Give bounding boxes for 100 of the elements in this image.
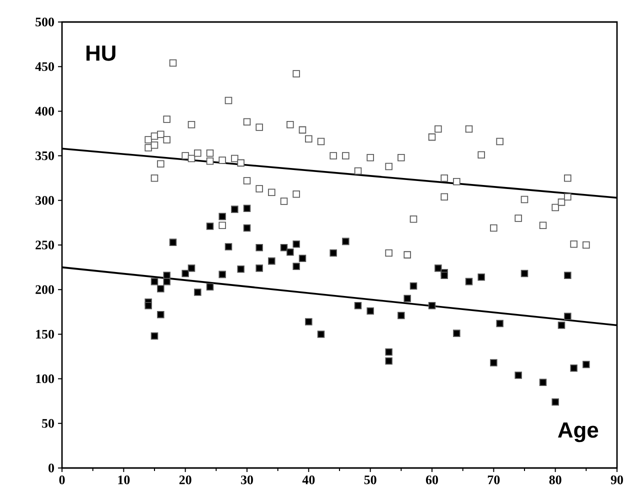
point — [231, 154, 238, 162]
point — [292, 70, 300, 78]
point — [218, 222, 226, 230]
point — [144, 302, 152, 310]
y-tick-label: 200 — [36, 285, 54, 294]
point — [163, 272, 170, 279]
y-tick-label: 500 — [36, 18, 54, 26]
point — [163, 136, 170, 144]
point — [385, 249, 392, 257]
point — [342, 152, 350, 160]
x-tick-label: 20 — [179, 476, 192, 484]
y-tick-label: 250 — [36, 240, 54, 250]
point — [206, 158, 214, 165]
point — [496, 320, 504, 328]
point — [194, 149, 202, 157]
point — [564, 272, 572, 279]
point — [169, 238, 177, 246]
x-tick-label: 60 — [426, 476, 438, 484]
point — [440, 272, 448, 279]
point — [305, 135, 312, 142]
y-tick-label: 150 — [36, 330, 54, 339]
point — [558, 322, 566, 329]
point — [157, 160, 164, 168]
point — [188, 120, 196, 128]
point — [317, 330, 325, 338]
point — [330, 152, 337, 160]
x-tick-label: 70 — [488, 476, 500, 484]
point — [150, 141, 158, 149]
point — [150, 174, 158, 182]
point — [354, 302, 362, 310]
point — [366, 307, 374, 315]
point — [410, 282, 418, 290]
point — [280, 198, 288, 205]
point — [150, 332, 158, 340]
point — [243, 177, 251, 184]
point — [552, 204, 559, 212]
point — [150, 278, 158, 286]
point — [478, 151, 485, 159]
point — [243, 118, 251, 126]
y-tick-label: 400 — [35, 106, 54, 116]
point — [428, 302, 436, 310]
point — [564, 312, 572, 320]
point — [188, 264, 196, 272]
y-tick-label: 450 — [35, 62, 54, 71]
point — [440, 193, 448, 200]
point — [434, 264, 442, 272]
point — [440, 174, 448, 182]
point — [404, 251, 411, 258]
y-tick-label: 50 — [42, 419, 54, 428]
point — [286, 120, 294, 128]
point — [237, 265, 244, 273]
point — [465, 125, 473, 133]
point — [465, 278, 473, 286]
point — [496, 138, 504, 146]
point — [256, 124, 263, 131]
point — [478, 273, 485, 281]
point — [582, 360, 590, 368]
point — [157, 310, 164, 318]
point — [410, 215, 418, 223]
point — [520, 270, 528, 278]
point — [224, 96, 232, 104]
point — [404, 294, 411, 302]
point — [434, 125, 442, 133]
point — [520, 196, 528, 204]
point — [286, 248, 294, 256]
point — [243, 224, 251, 232]
point — [354, 167, 362, 175]
x-tick-label: 40 — [302, 476, 315, 484]
point — [256, 244, 263, 252]
point — [539, 222, 547, 230]
point — [268, 257, 276, 265]
point — [582, 241, 590, 249]
y-tick-label: 300 — [36, 196, 54, 205]
point — [163, 116, 170, 123]
point — [206, 149, 214, 157]
point — [292, 262, 300, 270]
point — [570, 364, 578, 372]
point — [453, 178, 460, 186]
point — [317, 138, 325, 146]
point — [268, 188, 276, 196]
y-tick-label: 350 — [36, 151, 54, 160]
point — [224, 243, 232, 250]
point — [256, 264, 263, 272]
point — [428, 133, 436, 141]
point — [514, 372, 522, 379]
point — [398, 312, 405, 320]
point — [237, 159, 244, 167]
point — [539, 378, 547, 386]
point — [453, 330, 460, 337]
point — [150, 132, 158, 140]
point — [292, 240, 300, 248]
point — [330, 249, 337, 257]
x-tick-label: 30 — [241, 476, 253, 484]
point — [256, 185, 263, 192]
point — [385, 162, 392, 170]
point — [280, 244, 288, 252]
point — [385, 348, 392, 356]
x-tick-label: 80 — [549, 476, 562, 484]
point — [298, 126, 306, 134]
point — [194, 288, 202, 296]
